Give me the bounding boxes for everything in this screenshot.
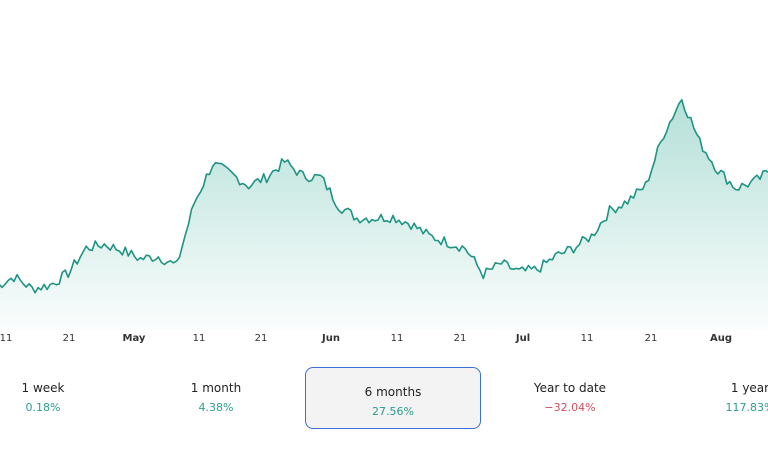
x-tick-label: Jul [515,333,530,344]
period-1-month[interactable]: 1 month 4.38% [166,364,266,426]
x-tick-label: Aug [710,333,732,344]
price-chart[interactable]: 11 21 May 11 21 Jun 11 21 Jul 11 21 Aug [0,0,768,350]
x-tick-label: 21 [63,333,76,344]
period-label: Year to date [533,381,607,395]
period-change: 27.56% [372,405,414,418]
period-6-months[interactable]: 6 months 27.56% [305,367,481,429]
x-tick-label: 11 [193,333,206,344]
period-label: 1 year [730,381,768,395]
x-tick-label: May [123,333,146,344]
period-year-to-date[interactable]: Year to date −32.04% [510,364,630,426]
x-tick-label: 21 [645,333,658,344]
period-label: 6 months [364,385,422,399]
x-tick-label: 11 [581,333,594,344]
period-label: 1 month [190,381,242,395]
period-change: 117.83% [725,401,768,414]
x-tick-label: 11 [391,333,404,344]
period-1-week[interactable]: 1 week 0.18% [0,364,86,426]
x-axis-ticks: 11 21 May 11 21 Jun 11 21 Jul 11 21 Aug [0,333,732,344]
period-label: 1 week [21,381,65,395]
period-change: 4.38% [198,401,234,414]
period-change: 0.18% [25,401,61,414]
period-change: −32.04% [544,401,596,414]
x-tick-label: Jun [321,333,340,344]
price-line [0,99,768,294]
x-tick-label: 21 [454,333,467,344]
price-area [0,99,768,330]
x-tick-label: 11 [0,333,12,344]
x-tick-label: 21 [255,333,268,344]
period-1-year[interactable]: 1 year 117.83% [700,364,768,426]
period-selector: 1 week 0.18% 1 month 4.38% 6 months 27.5… [0,364,768,430]
